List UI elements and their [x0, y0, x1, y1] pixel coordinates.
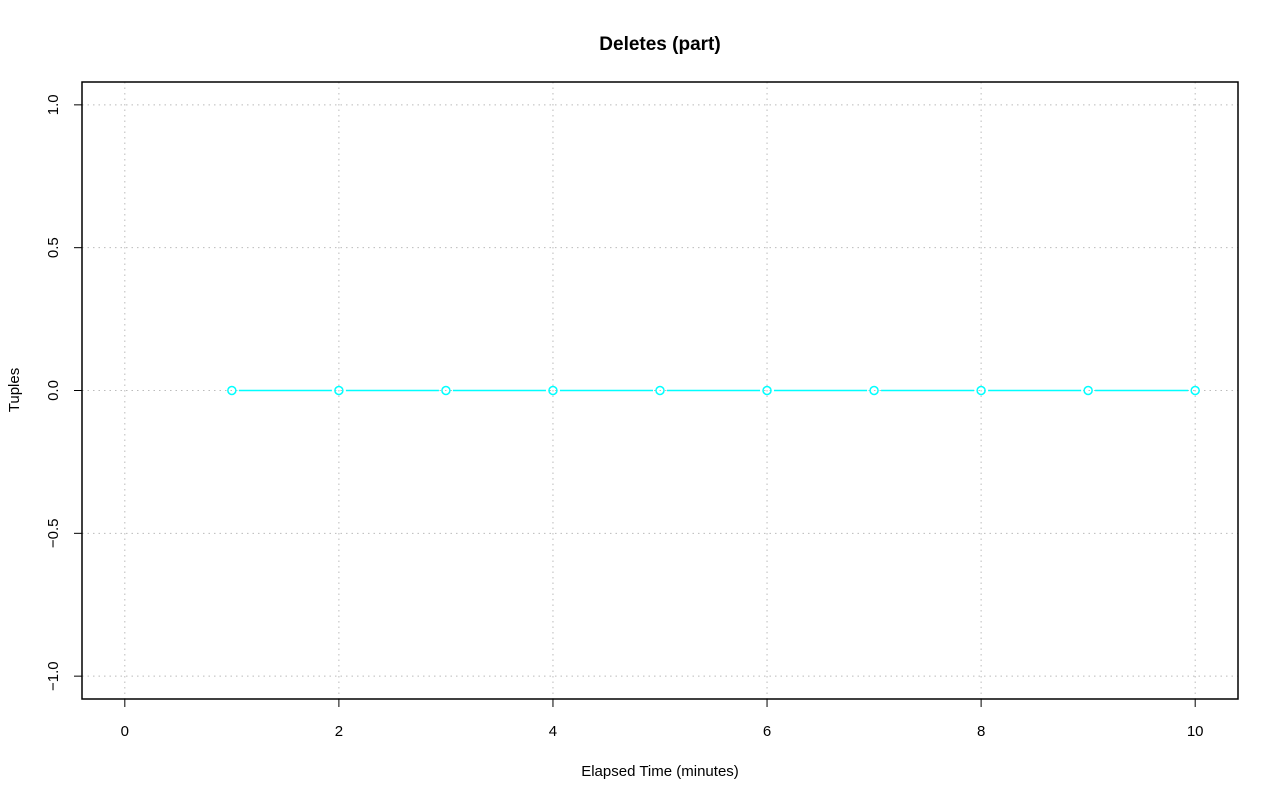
plot-frame [81, 81, 1239, 700]
data-point [441, 385, 451, 396]
data-point [655, 385, 665, 396]
data-point [869, 385, 879, 396]
x-tick-label: 6 [763, 723, 771, 740]
y-tick-label: 0.0 [45, 380, 62, 401]
y-axis-label: Tuples [6, 368, 23, 412]
y-tick-label: −0.5 [45, 519, 62, 549]
data-point [1083, 385, 1093, 396]
x-tick-label: 0 [121, 723, 129, 740]
y-tick-label: 0.5 [45, 237, 62, 258]
ticks: 0 2 4 6 8 10 −1.0 −0.5 0.0 0.5 1.0 [45, 94, 1204, 740]
chart-title: Deletes (part) [599, 34, 720, 55]
y-tick-label: 1.0 [45, 94, 62, 115]
x-tick-label: 4 [549, 723, 557, 740]
data-point [1190, 385, 1200, 396]
x-tick-label: 2 [335, 723, 343, 740]
data-point [548, 385, 558, 396]
x-tick-label: 8 [977, 723, 985, 740]
data-point [762, 385, 772, 396]
x-axis-label: Elapsed Time (minutes) [581, 763, 739, 780]
y-tick-label: −1.0 [45, 661, 62, 691]
series [227, 385, 1200, 396]
data-point [334, 385, 344, 396]
x-tick-label: 10 [1187, 723, 1204, 740]
data-point [976, 385, 986, 396]
data-point [227, 385, 237, 396]
